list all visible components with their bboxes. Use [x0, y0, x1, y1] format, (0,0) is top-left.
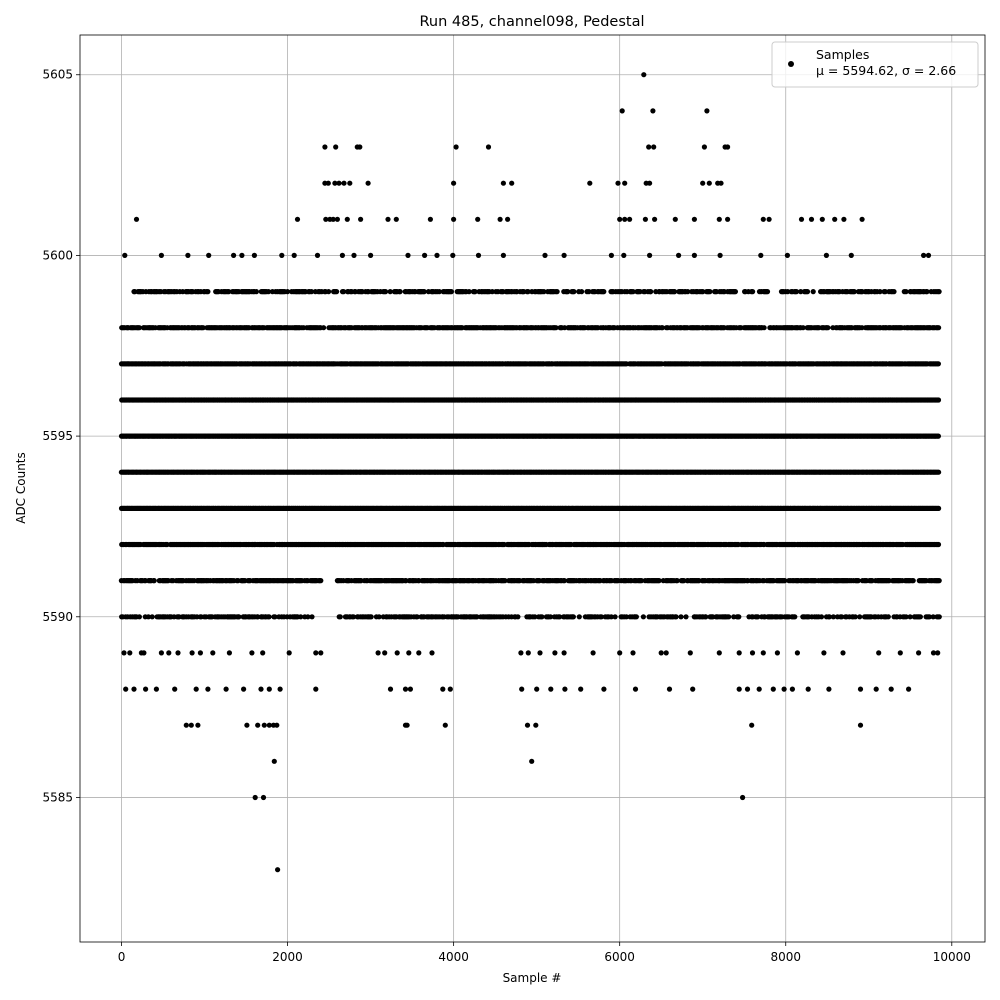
data-point	[924, 289, 930, 295]
data-point	[800, 325, 806, 331]
data-point	[793, 289, 800, 295]
data-point	[341, 289, 347, 295]
data-point	[586, 289, 592, 295]
data-point	[630, 289, 636, 295]
data-point	[601, 289, 607, 295]
data-point	[571, 289, 577, 295]
data-point	[648, 289, 654, 295]
data-point	[882, 289, 888, 295]
data-point	[205, 289, 211, 295]
data-point	[436, 289, 442, 295]
data-point	[903, 289, 909, 295]
data-point	[421, 289, 427, 295]
data-point	[935, 361, 942, 367]
data-point	[525, 289, 531, 295]
data-point	[764, 289, 771, 295]
data-point	[541, 289, 547, 295]
data-point	[810, 289, 816, 295]
data-point	[383, 289, 389, 295]
data-point	[935, 433, 942, 439]
data-point	[565, 289, 571, 295]
data-point	[637, 289, 643, 295]
data-point	[700, 289, 706, 295]
data-point	[489, 289, 495, 295]
data-point	[761, 325, 767, 331]
data-point	[877, 289, 883, 295]
data-point	[825, 325, 831, 331]
data-points	[118, 72, 942, 873]
data-point	[265, 289, 272, 295]
data-point	[659, 325, 666, 331]
data-point	[672, 289, 678, 295]
data-point	[732, 289, 739, 295]
data-point	[448, 289, 454, 295]
data-point	[387, 289, 393, 295]
data-point	[554, 289, 560, 295]
data-point	[579, 289, 585, 295]
data-point	[466, 289, 472, 295]
data-point	[798, 289, 804, 295]
data-point	[685, 289, 691, 295]
data-point	[804, 289, 811, 295]
data-point	[936, 289, 942, 295]
data-point	[750, 289, 756, 295]
data-point	[936, 325, 942, 331]
data-point	[334, 289, 340, 295]
data-point	[785, 289, 791, 295]
data-point	[859, 325, 865, 331]
data-point	[253, 289, 259, 295]
data-point	[891, 289, 897, 295]
data-point	[326, 289, 332, 295]
data-point	[397, 289, 403, 295]
data-point	[851, 289, 857, 295]
data-point	[472, 289, 478, 295]
data-point	[200, 325, 206, 331]
data-point	[136, 325, 142, 331]
data-point	[321, 325, 327, 331]
data-point	[308, 289, 315, 295]
data-point	[936, 469, 942, 475]
data-point	[707, 289, 713, 295]
data-point	[553, 325, 559, 331]
data-point	[935, 397, 942, 403]
data-point	[226, 289, 232, 295]
data-point	[284, 289, 291, 295]
